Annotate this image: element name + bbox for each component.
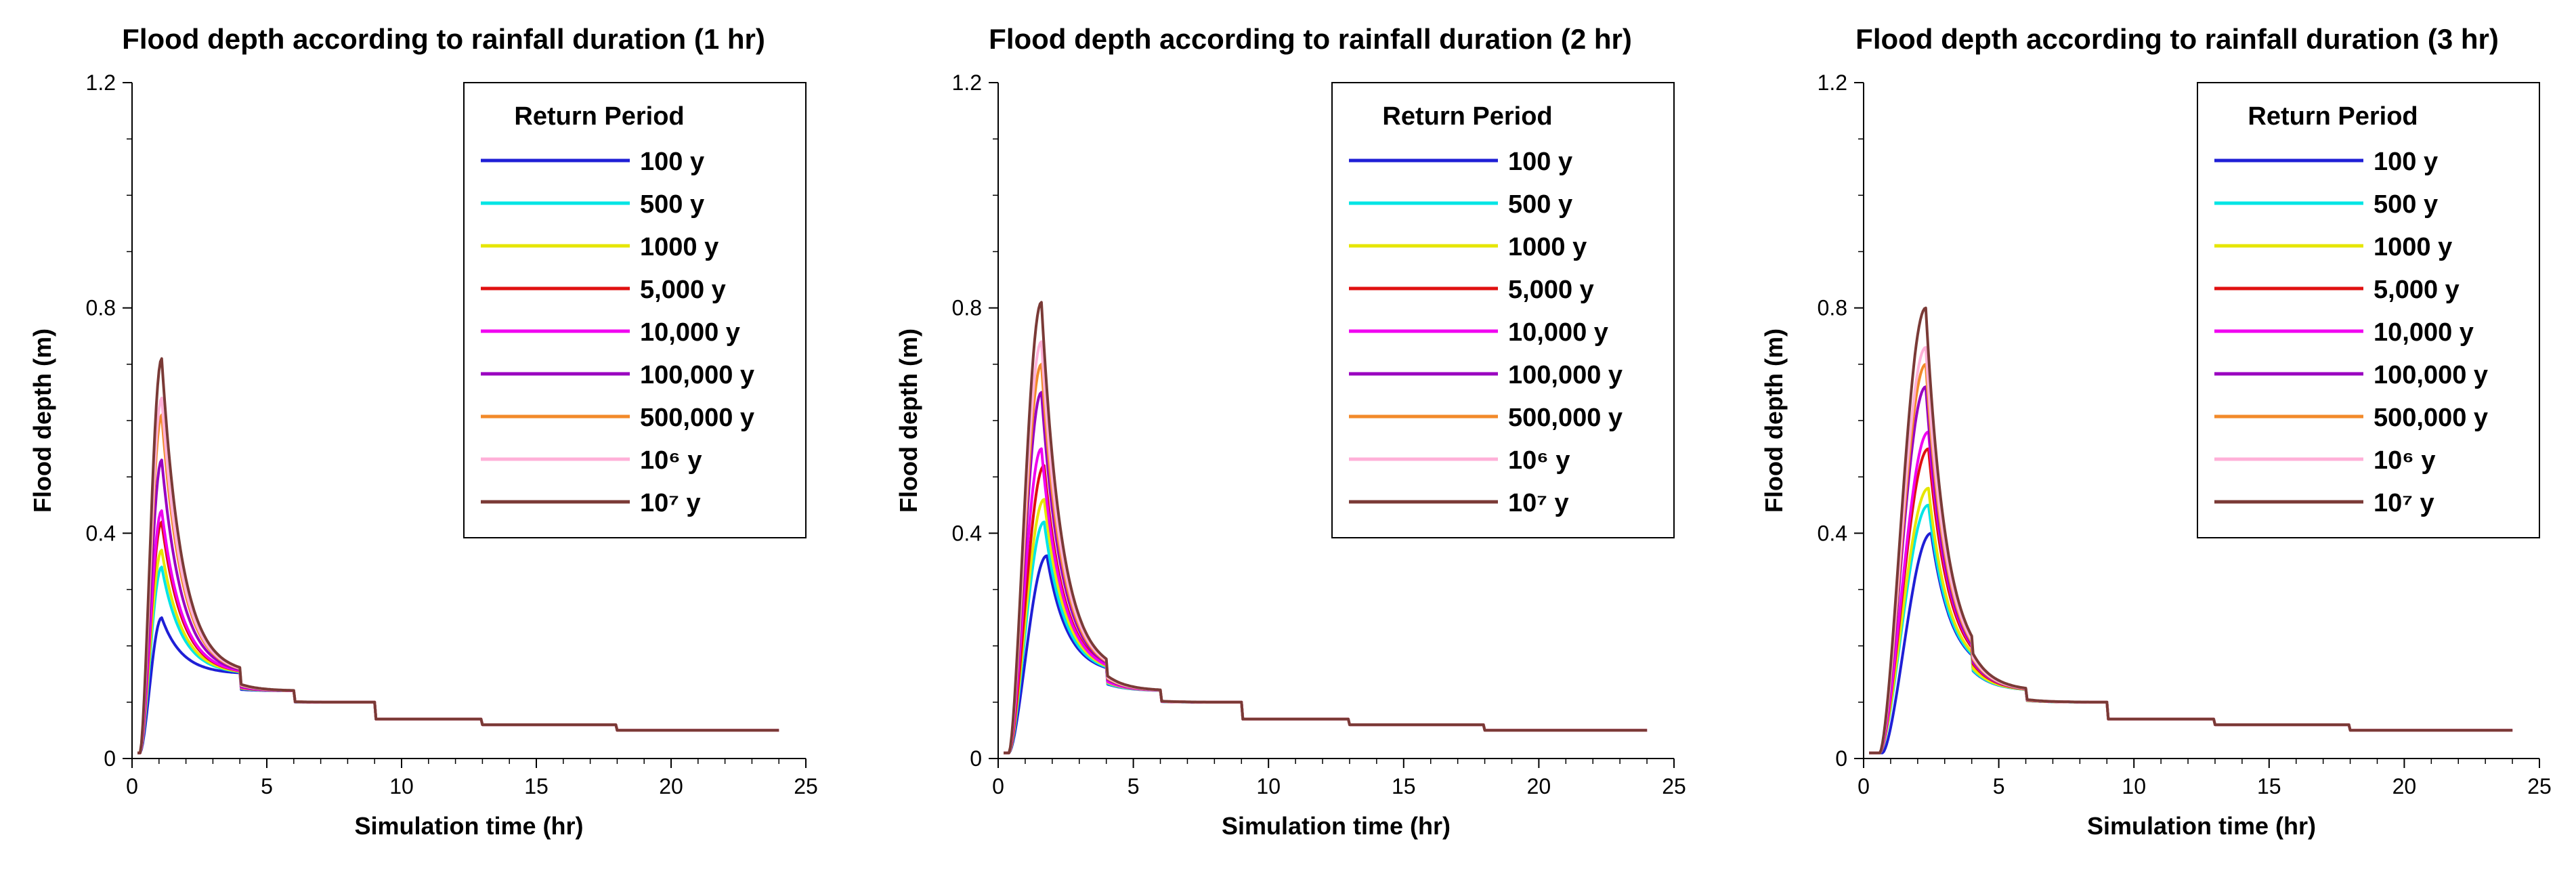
y-tick-label: 1.2 <box>952 70 982 95</box>
x-tick-label: 25 <box>1662 774 1686 798</box>
x-tick-label: 25 <box>2527 774 2552 798</box>
legend-entry-label: 500,000 y <box>2374 404 2488 432</box>
chart-title: Flood depth according to rainfall durati… <box>122 23 765 55</box>
series-line-500y <box>137 565 779 754</box>
legend-entry-label: 500,000 y <box>1508 404 1623 432</box>
x-tick-label: 20 <box>1527 774 1551 798</box>
legend-entry-label: 10,000 y <box>1508 318 1608 347</box>
y-tick-label: 1.2 <box>1818 70 1847 95</box>
legend-entry-label: 10⁶ y <box>640 446 702 475</box>
x-axis-label: Simulation time (hr) <box>354 812 583 840</box>
y-tick-label: 0 <box>1835 746 1847 771</box>
y-tick-label: 1.2 <box>86 70 116 95</box>
y-tick-label: 0.4 <box>86 521 116 545</box>
y-axis-label: Flood depth (m) <box>1760 328 1788 513</box>
legend-entry-label: 100 y <box>2374 148 2438 176</box>
y-tick-label: 0.8 <box>86 296 116 320</box>
x-axis-label: Simulation time (hr) <box>1222 812 1451 840</box>
x-tick-label: 20 <box>659 774 683 798</box>
x-tick-label: 10 <box>1256 774 1281 798</box>
legend-entry-label: 10,000 y <box>2374 318 2474 347</box>
legend-entry-label: 10⁷ y <box>1508 489 1569 517</box>
y-tick-label: 0.8 <box>952 296 982 320</box>
chart-panel-1: Flood depth according to rainfall durati… <box>28 23 818 840</box>
x-tick-label: 10 <box>2122 774 2146 798</box>
x-tick-label: 0 <box>126 774 138 798</box>
chart-panel-2: Flood depth according to rainfall durati… <box>895 23 1686 840</box>
legend-title: Return Period <box>2248 102 2418 131</box>
series-line-100y <box>137 616 779 754</box>
legend-entry-label: 100 y <box>1508 148 1572 176</box>
legend-entry-label: 1000 y <box>640 233 718 261</box>
y-tick-label: 0 <box>970 746 982 771</box>
x-tick-label: 25 <box>794 774 818 798</box>
chart-title: Flood depth according to rainfall durati… <box>1855 23 2499 55</box>
y-tick-label: 0.8 <box>1818 296 1847 320</box>
x-tick-label: 15 <box>1392 774 1416 798</box>
series-line-1000y <box>137 549 779 754</box>
legend-entry-label: 100,000 y <box>1508 361 1623 389</box>
x-tick-label: 5 <box>1128 774 1140 798</box>
legend-entry-label: 5,000 y <box>1508 276 1594 304</box>
legend-entry-label: 10⁶ y <box>1508 446 1570 475</box>
series-line-10y <box>1869 306 2513 754</box>
legend-entry-label: 100,000 y <box>2374 361 2488 389</box>
legend-entry-label: 100 y <box>640 148 704 176</box>
legend-title: Return Period <box>514 102 684 131</box>
legend-entry-label: 100,000 y <box>640 361 754 389</box>
legend-entry-label: 10⁷ y <box>2374 489 2434 517</box>
legend-entry-label: 500 y <box>2374 190 2438 219</box>
x-tick-label: 5 <box>261 774 273 798</box>
x-tick-label: 5 <box>1993 774 2005 798</box>
x-tick-label: 0 <box>992 774 1004 798</box>
legend-entry-label: 10⁶ y <box>2374 446 2435 475</box>
legend-title: Return Period <box>1382 102 1552 131</box>
legend-entry-label: 10⁷ y <box>640 489 701 517</box>
legend-entry-label: 500,000 y <box>640 404 754 432</box>
legend-entry-label: 5,000 y <box>2374 276 2460 304</box>
x-tick-label: 20 <box>2392 774 2417 798</box>
y-tick-label: 0.4 <box>952 521 982 545</box>
series-line-10y <box>1004 301 1648 754</box>
chart-title: Flood depth according to rainfall durati… <box>989 23 1632 55</box>
legend-entry-label: 500 y <box>1508 190 1572 219</box>
y-tick-label: 0.4 <box>1818 521 1847 545</box>
legend-box <box>2197 82 2540 538</box>
y-axis-label: Flood depth (m) <box>28 328 56 513</box>
x-tick-label: 0 <box>1858 774 1870 798</box>
legend-entry-label: 1000 y <box>2374 233 2452 261</box>
legend-entry-label: 1000 y <box>1508 233 1587 261</box>
x-tick-label: 15 <box>2257 774 2281 798</box>
legend-entry-label: 5,000 y <box>640 276 726 304</box>
chart-panel-3: Flood depth according to rainfall durati… <box>1760 23 2552 840</box>
legend-box <box>463 82 807 538</box>
series-line-10y <box>137 357 779 754</box>
y-axis-label: Flood depth (m) <box>895 328 922 513</box>
legend-entry-label: 10,000 y <box>640 318 740 347</box>
x-tick-label: 10 <box>389 774 414 798</box>
legend-box <box>1331 82 1675 538</box>
y-tick-label: 0 <box>104 746 116 771</box>
x-tick-label: 15 <box>524 774 549 798</box>
x-axis-label: Simulation time (hr) <box>2087 812 2316 840</box>
series-line-10000y <box>137 509 779 754</box>
legend-entry-label: 500 y <box>640 190 704 219</box>
